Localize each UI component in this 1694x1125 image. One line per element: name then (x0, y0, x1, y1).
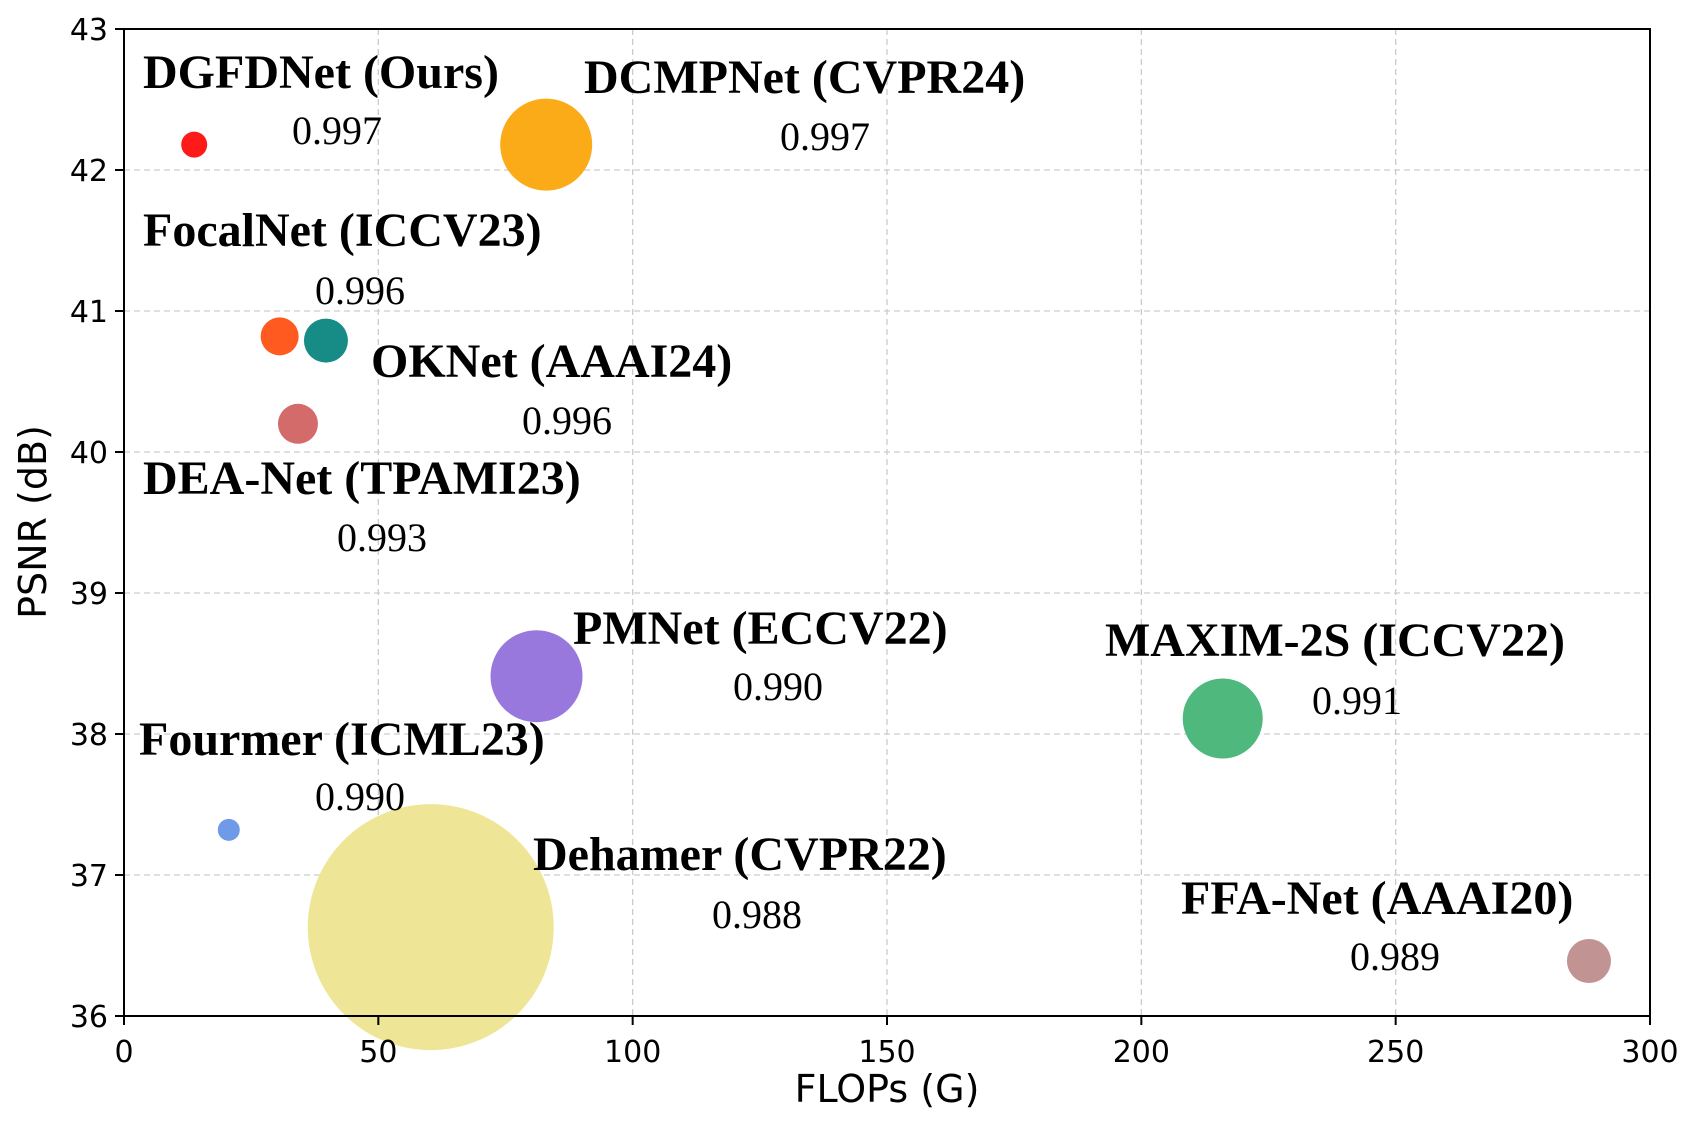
label-dea-net: DEA-Net (TPAMI23) (143, 452, 581, 505)
score-dehamer: 0.988 (712, 892, 802, 937)
bubble-focalnet (260, 317, 299, 356)
label-dehamer: Dehamer (CVPR22) (533, 828, 947, 881)
label-oknet: OKNet (AAAI24) (371, 335, 732, 388)
bubble-labels: DGFDNet (Ours) 0.997 DCMPNet (CVPR24) 0.997… (139, 46, 1573, 979)
bubble-maxim-2s (1182, 678, 1263, 759)
y-tick-label: 38 (70, 718, 108, 753)
bubble-dgfdnet (181, 131, 208, 158)
score-pmnet: 0.990 (733, 664, 823, 709)
x-tick-label: 50 (359, 1035, 397, 1070)
label-fourmer: Fourmer (ICML23) (139, 713, 545, 766)
y-tick-label: 42 (70, 154, 108, 189)
x-tick-label: 300 (1621, 1035, 1678, 1070)
score-maxim-2s: 0.991 (1312, 678, 1402, 723)
x-tick-label: 250 (1367, 1035, 1424, 1070)
y-tick-label: 39 (70, 577, 108, 612)
score-fourmer: 0.990 (315, 774, 405, 819)
score-ffa-net: 0.989 (1350, 934, 1440, 979)
label-ffa-net: FFA-Net (AAAI20) (1181, 872, 1573, 925)
label-dgfdnet: DGFDNet (Ours) (143, 46, 499, 99)
bubble-pmnet (490, 630, 583, 723)
bubble-fourmer (217, 818, 240, 841)
label-pmnet: PMNet (ECCV22) (573, 602, 948, 655)
x-axis-ticks: 0 50 100 150 200 250 300 (114, 1016, 1679, 1070)
label-focalnet: FocalNet (ICCV23) (143, 204, 542, 257)
bubble-dea-net (277, 403, 318, 444)
score-dgfdnet: 0.997 (292, 108, 382, 153)
x-tick-label: 0 (114, 1035, 133, 1070)
y-axis-title: PSNR (dB) (11, 425, 55, 619)
score-oknet: 0.996 (522, 398, 612, 443)
score-dea-net: 0.993 (337, 515, 427, 560)
x-tick-label: 150 (858, 1035, 915, 1070)
bubble-oknet (303, 318, 348, 363)
y-axis-ticks: 36 37 38 39 40 41 42 43 (70, 13, 124, 1035)
bubbles (181, 98, 1611, 1051)
x-axis-title: FLOPs (G) (795, 1067, 980, 1111)
bubble-ffa-net (1566, 939, 1611, 984)
y-tick-label: 41 (70, 295, 108, 330)
label-dcmpnet: DCMPNet (CVPR24) (584, 51, 1025, 104)
y-tick-label: 43 (70, 13, 108, 48)
y-tick-label: 36 (70, 1000, 108, 1035)
label-maxim-2s: MAXIM-2S (ICCV22) (1105, 614, 1565, 667)
x-tick-label: 200 (1113, 1035, 1170, 1070)
bubble-dcmpnet (500, 98, 593, 191)
bubble-dehamer (307, 804, 554, 1051)
score-focalnet: 0.996 (315, 268, 405, 313)
x-tick-label: 100 (604, 1035, 661, 1070)
y-tick-label: 40 (70, 436, 108, 471)
score-dcmpnet: 0.997 (780, 114, 870, 159)
y-tick-label: 37 (70, 859, 108, 894)
